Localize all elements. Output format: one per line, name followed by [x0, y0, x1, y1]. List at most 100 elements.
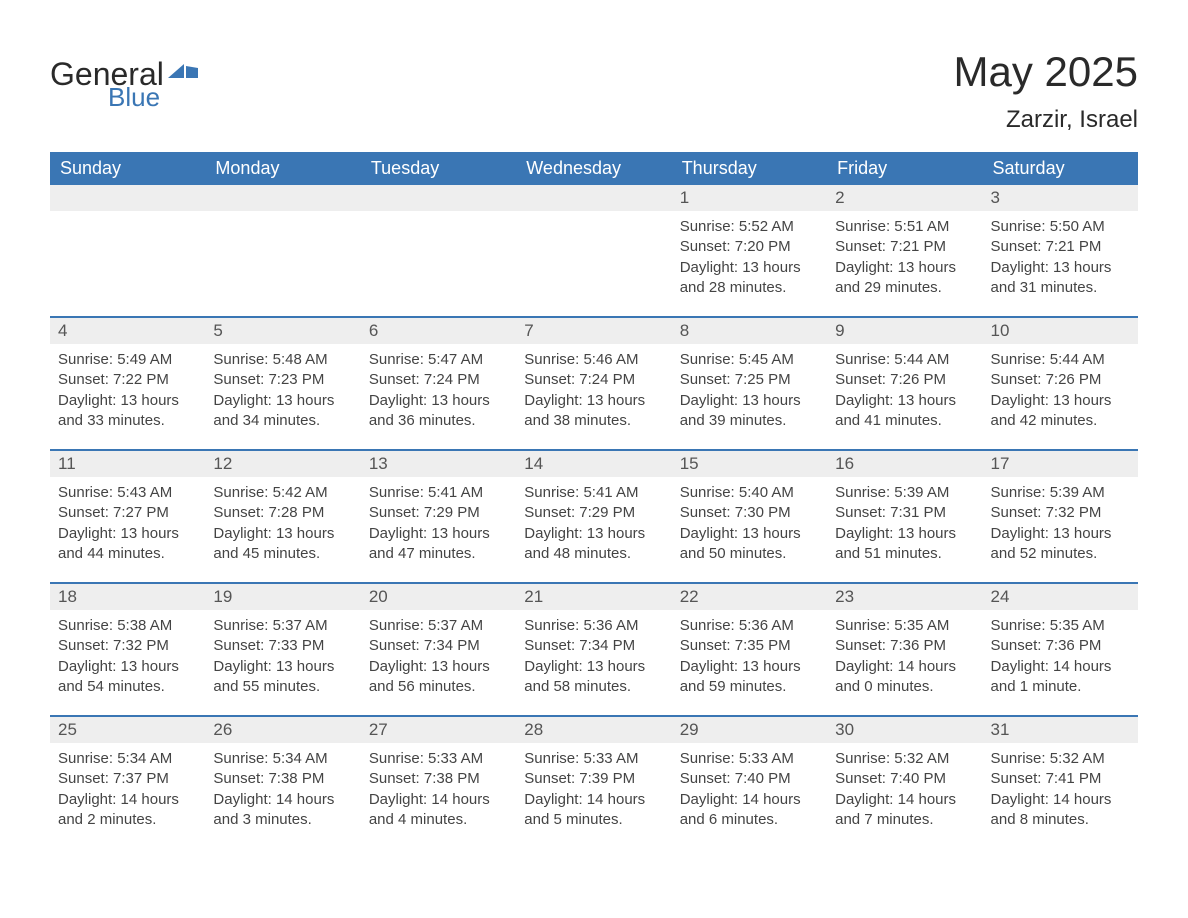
day-info-line: Daylight: 14 hours and 1 minute. [991, 657, 1130, 698]
day-number: 27 [361, 717, 516, 743]
day-info-line: Sunset: 7:41 PM [991, 769, 1130, 789]
day-info-line: Daylight: 13 hours and 58 minutes. [524, 657, 663, 698]
day-info-line: Daylight: 13 hours and 34 minutes. [213, 391, 352, 432]
month-title: May 2025 [954, 48, 1138, 96]
title-block: May 2025 Zarzir, Israel [954, 48, 1138, 134]
day-info-line: Daylight: 13 hours and 39 minutes. [680, 391, 819, 432]
day-info-line: Sunrise: 5:33 AM [369, 749, 508, 769]
day-number: 3 [983, 185, 1138, 211]
day-number: 15 [672, 451, 827, 477]
day-info-line: Sunset: 7:28 PM [213, 503, 352, 523]
day-content: Sunrise: 5:38 AMSunset: 7:32 PMDaylight:… [50, 610, 205, 715]
day-info-line: Daylight: 13 hours and 52 minutes. [991, 524, 1130, 565]
day-info-line: Sunset: 7:34 PM [524, 636, 663, 656]
day-content: Sunrise: 5:49 AMSunset: 7:22 PMDaylight:… [50, 344, 205, 449]
day-info-line: Daylight: 13 hours and 54 minutes. [58, 657, 197, 698]
day-content: Sunrise: 5:44 AMSunset: 7:26 PMDaylight:… [983, 344, 1138, 449]
day-number: 29 [672, 717, 827, 743]
day-number: 17 [983, 451, 1138, 477]
day-info-line: Sunrise: 5:33 AM [680, 749, 819, 769]
day-info-line: Sunrise: 5:41 AM [369, 483, 508, 503]
day-content: Sunrise: 5:52 AMSunset: 7:20 PMDaylight:… [672, 211, 827, 316]
day-info-line: Sunrise: 5:46 AM [524, 350, 663, 370]
day-info-line: Sunrise: 5:44 AM [991, 350, 1130, 370]
day-info-line: Daylight: 14 hours and 7 minutes. [835, 790, 974, 831]
day-number: 19 [205, 584, 360, 610]
day-info-line: Sunrise: 5:52 AM [680, 217, 819, 237]
day-info-line: Sunrise: 5:43 AM [58, 483, 197, 503]
day-info-line: Daylight: 14 hours and 6 minutes. [680, 790, 819, 831]
day-content [361, 211, 516, 316]
day-info-line: Daylight: 13 hours and 59 minutes. [680, 657, 819, 698]
day-number: 4 [50, 318, 205, 344]
day-info-line: Sunrise: 5:34 AM [58, 749, 197, 769]
day-content: Sunrise: 5:35 AMSunset: 7:36 PMDaylight:… [827, 610, 982, 715]
day-info-line: Sunset: 7:40 PM [680, 769, 819, 789]
day-number: 21 [516, 584, 671, 610]
day-number: 9 [827, 318, 982, 344]
day-number: 31 [983, 717, 1138, 743]
day-info-line: Sunset: 7:29 PM [369, 503, 508, 523]
day-info-line: Daylight: 13 hours and 42 minutes. [991, 391, 1130, 432]
day-info-line: Sunset: 7:33 PM [213, 636, 352, 656]
day-info-line: Sunrise: 5:50 AM [991, 217, 1130, 237]
day-info-line: Sunset: 7:32 PM [58, 636, 197, 656]
week-content-row: Sunrise: 5:52 AMSunset: 7:20 PMDaylight:… [50, 211, 1138, 316]
day-info-line: Sunset: 7:25 PM [680, 370, 819, 390]
day-number: 22 [672, 584, 827, 610]
day-content: Sunrise: 5:34 AMSunset: 7:37 PMDaylight:… [50, 743, 205, 848]
location-label: Zarzir, Israel [954, 106, 1138, 134]
day-number: 23 [827, 584, 982, 610]
day-content: Sunrise: 5:40 AMSunset: 7:30 PMDaylight:… [672, 477, 827, 582]
day-content: Sunrise: 5:48 AMSunset: 7:23 PMDaylight:… [205, 344, 360, 449]
day-info-line: Sunrise: 5:44 AM [835, 350, 974, 370]
day-number: 11 [50, 451, 205, 477]
weekday-header-cell: Wednesday [516, 152, 671, 185]
day-number: 24 [983, 584, 1138, 610]
day-info-line: Sunset: 7:31 PM [835, 503, 974, 523]
day-info-line: Sunrise: 5:49 AM [58, 350, 197, 370]
day-info-line: Sunrise: 5:38 AM [58, 616, 197, 636]
day-content: Sunrise: 5:37 AMSunset: 7:34 PMDaylight:… [361, 610, 516, 715]
day-info-line: Daylight: 13 hours and 48 minutes. [524, 524, 663, 565]
day-info-line: Sunset: 7:21 PM [835, 237, 974, 257]
day-number: 13 [361, 451, 516, 477]
weekday-header-cell: Saturday [983, 152, 1138, 185]
day-number: 25 [50, 717, 205, 743]
day-number [205, 185, 360, 211]
day-number: 1 [672, 185, 827, 211]
day-number-row: 11121314151617 [50, 449, 1138, 477]
day-info-line: Daylight: 13 hours and 44 minutes. [58, 524, 197, 565]
week-content-row: Sunrise: 5:43 AMSunset: 7:27 PMDaylight:… [50, 477, 1138, 582]
day-content: Sunrise: 5:32 AMSunset: 7:41 PMDaylight:… [983, 743, 1138, 848]
day-info-line: Sunrise: 5:48 AM [213, 350, 352, 370]
day-content: Sunrise: 5:33 AMSunset: 7:38 PMDaylight:… [361, 743, 516, 848]
day-info-line: Sunset: 7:30 PM [680, 503, 819, 523]
day-info-line: Sunset: 7:22 PM [58, 370, 197, 390]
day-content: Sunrise: 5:39 AMSunset: 7:31 PMDaylight:… [827, 477, 982, 582]
day-info-line: Sunrise: 5:32 AM [835, 749, 974, 769]
day-info-line: Daylight: 13 hours and 47 minutes. [369, 524, 508, 565]
day-info-line: Daylight: 13 hours and 36 minutes. [369, 391, 508, 432]
calendar: SundayMondayTuesdayWednesdayThursdayFrid… [50, 152, 1138, 848]
day-info-line: Daylight: 13 hours and 51 minutes. [835, 524, 974, 565]
day-number: 16 [827, 451, 982, 477]
day-info-line: Sunset: 7:24 PM [369, 370, 508, 390]
day-info-line: Daylight: 13 hours and 38 minutes. [524, 391, 663, 432]
logo-shape-icon [168, 60, 198, 80]
day-info-line: Sunrise: 5:33 AM [524, 749, 663, 769]
day-info-line: Sunrise: 5:41 AM [524, 483, 663, 503]
day-content: Sunrise: 5:35 AMSunset: 7:36 PMDaylight:… [983, 610, 1138, 715]
day-info-line: Sunset: 7:38 PM [213, 769, 352, 789]
day-info-line: Sunset: 7:40 PM [835, 769, 974, 789]
day-info-line: Sunset: 7:35 PM [680, 636, 819, 656]
weekday-header-cell: Friday [827, 152, 982, 185]
day-content: Sunrise: 5:33 AMSunset: 7:40 PMDaylight:… [672, 743, 827, 848]
day-content: Sunrise: 5:36 AMSunset: 7:34 PMDaylight:… [516, 610, 671, 715]
day-content [50, 211, 205, 316]
day-info-line: Sunset: 7:24 PM [524, 370, 663, 390]
day-info-line: Sunrise: 5:35 AM [835, 616, 974, 636]
day-info-line: Sunrise: 5:40 AM [680, 483, 819, 503]
day-info-line: Daylight: 13 hours and 41 minutes. [835, 391, 974, 432]
day-content: Sunrise: 5:50 AMSunset: 7:21 PMDaylight:… [983, 211, 1138, 316]
